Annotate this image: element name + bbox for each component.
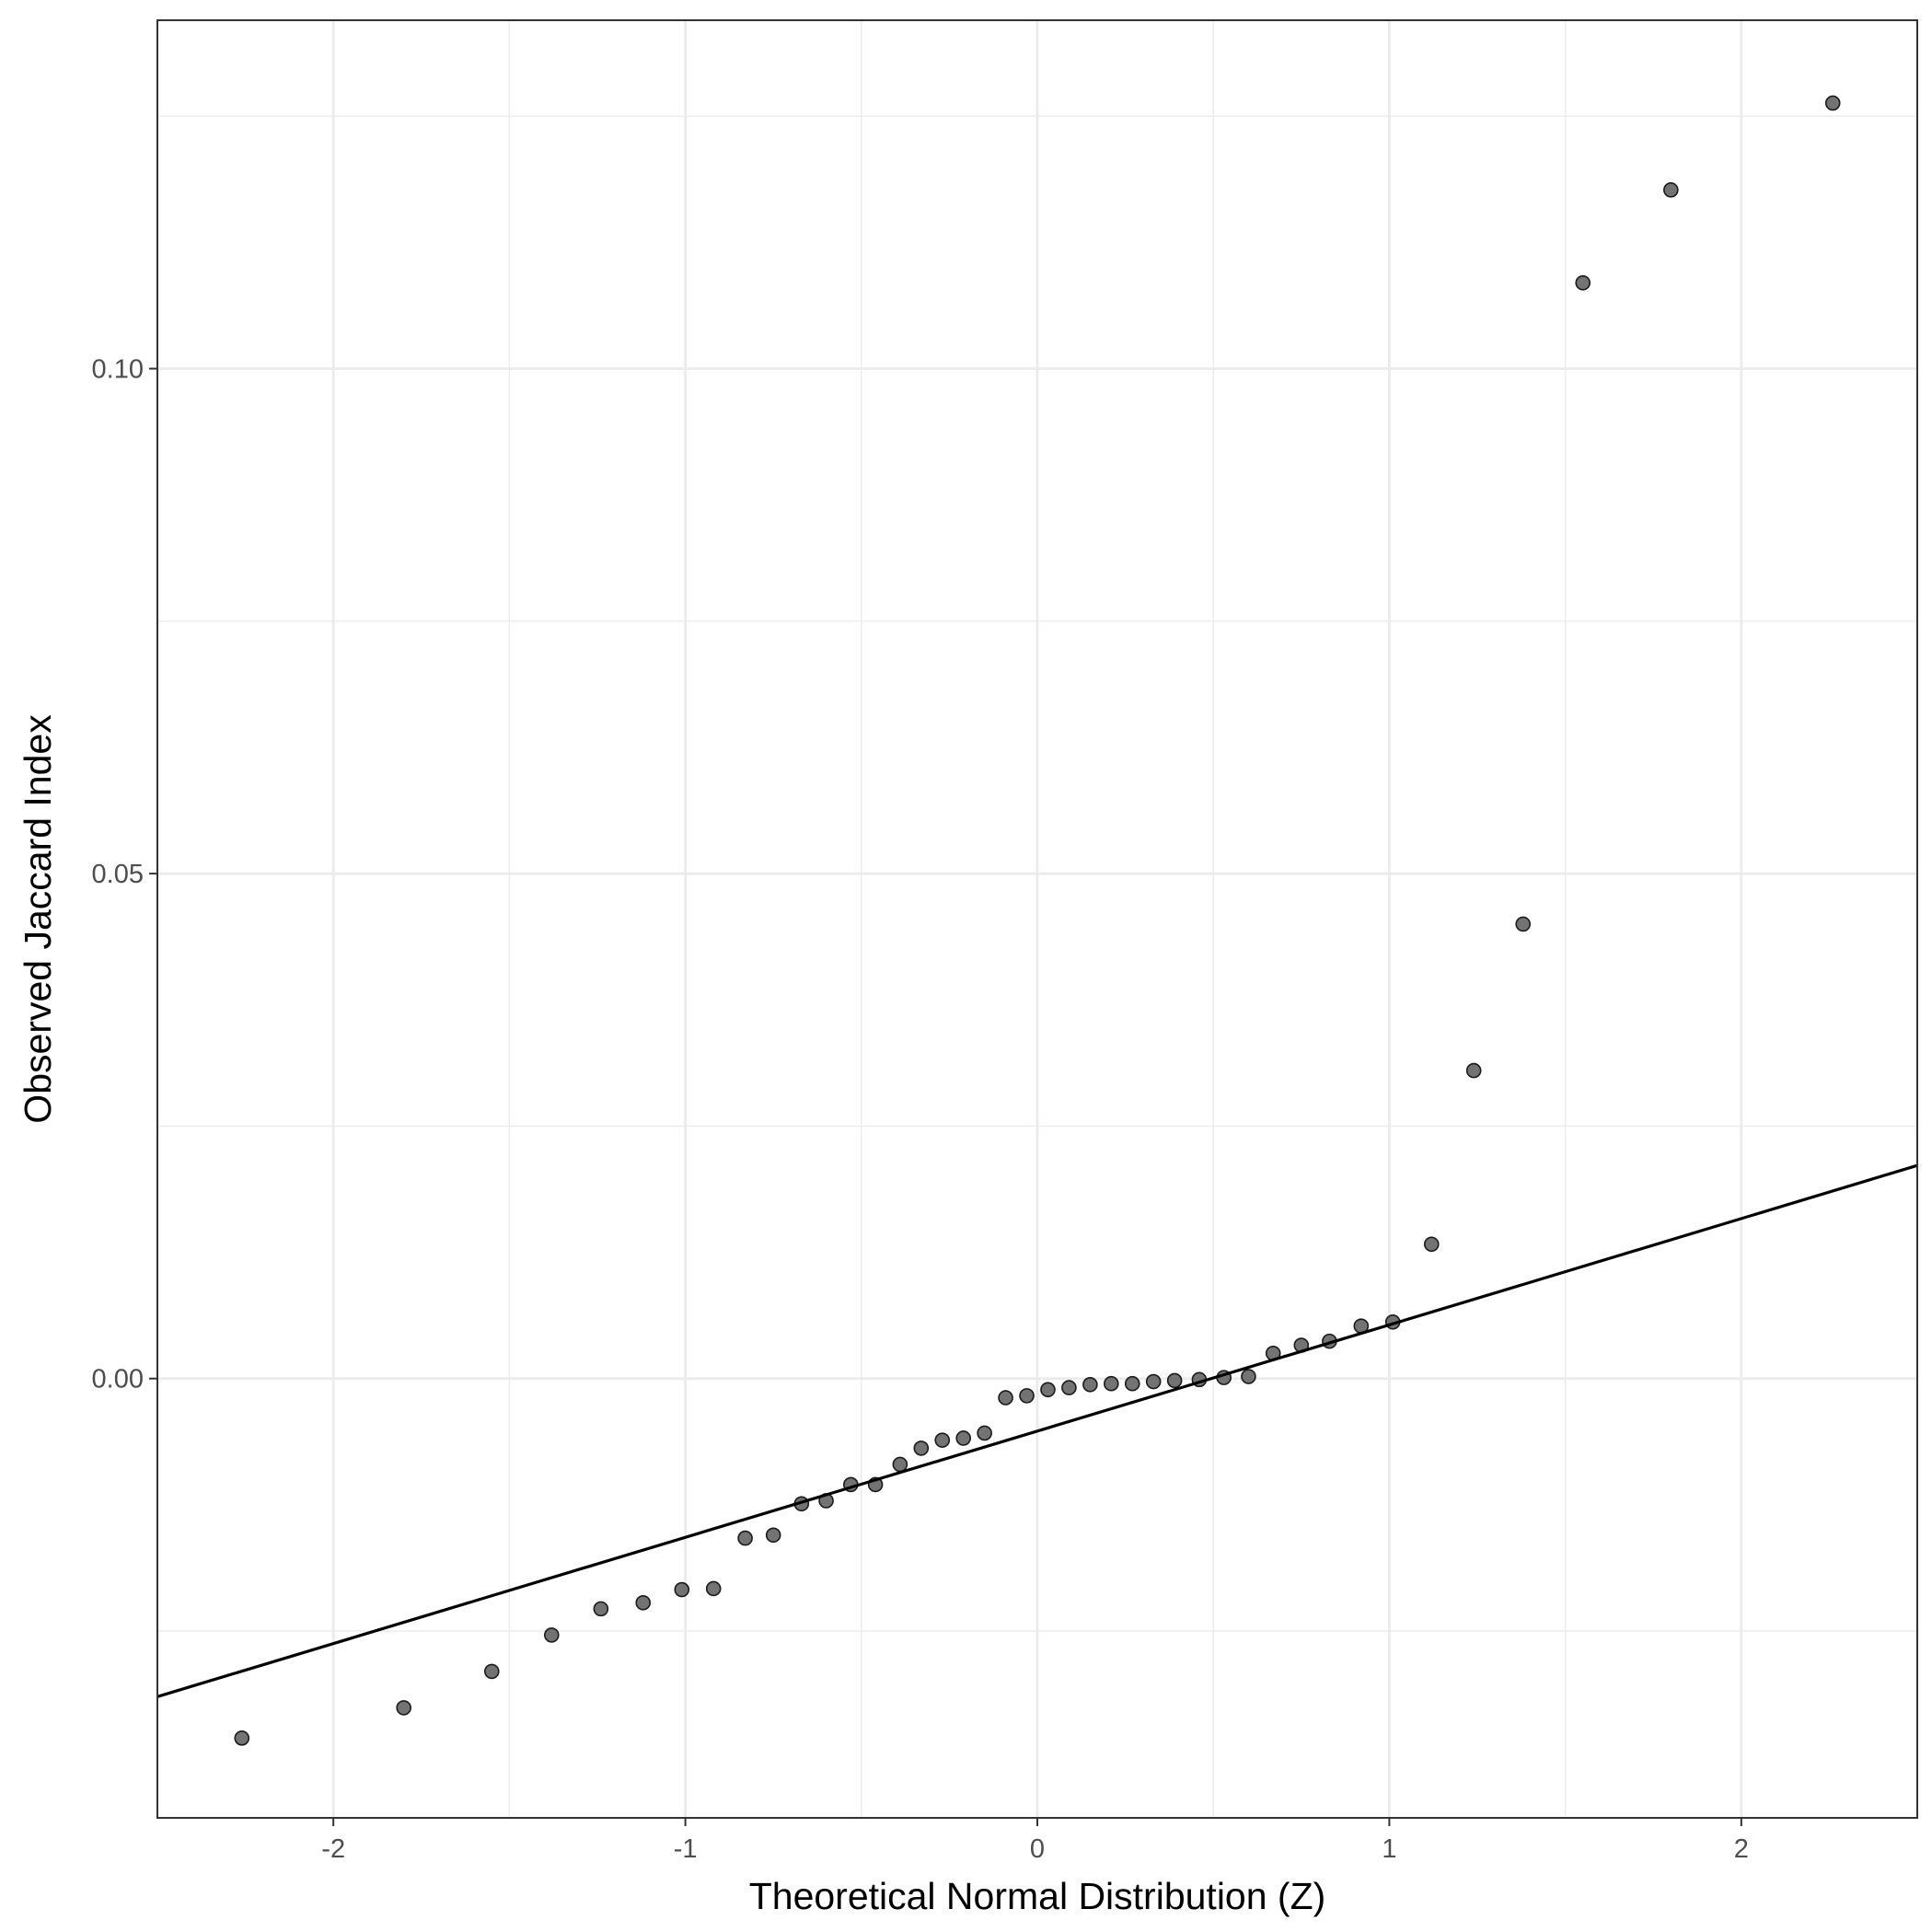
data-point [892,1456,908,1473]
reference-line [156,1163,1918,1698]
data-point [1166,1372,1183,1389]
x-tick-label: -1 [674,1834,698,1864]
data-point [1061,1380,1077,1395]
data-point [934,1432,951,1448]
data-point [955,1430,971,1446]
data-point [1575,274,1591,291]
data-point [1515,916,1532,932]
data-point [1663,182,1679,198]
data-point [1104,1375,1119,1392]
major-gridlines [157,20,1917,1818]
data-point [635,1594,652,1611]
x-tick-label: 2 [1734,1834,1749,1864]
data-point [593,1601,609,1617]
data-point [1019,1388,1035,1404]
data-point [483,1663,500,1680]
x-tick-label: -2 [321,1834,345,1864]
x-axis-title: Theoretical Normal Distribution (Z) [749,1875,1326,1917]
y-tick-label: 0.10 [92,355,144,385]
data-point [1465,1062,1482,1079]
y-tick-label: 0.05 [92,860,144,889]
data-point [998,1390,1013,1406]
y-axis-ticks: 0.00 0.05 0.10 [92,355,157,1394]
data-point [543,1627,560,1643]
data-point [737,1530,753,1546]
data-point [674,1581,690,1598]
data-point [1423,1236,1440,1253]
data-point [765,1527,781,1544]
data-point [234,1730,250,1746]
data-point [396,1700,411,1716]
data-point [913,1440,930,1456]
data-point [1824,95,1841,111]
data-point [705,1580,722,1597]
y-tick-label: 0.00 [92,1365,144,1394]
data-point [1145,1373,1162,1390]
x-axis-ticks: -2 -1 0 1 2 [321,1818,1749,1864]
data-point [1082,1377,1098,1393]
x-tick-label: 1 [1382,1834,1396,1864]
data-point [977,1425,992,1441]
data-point [1124,1375,1140,1392]
data-point [1241,1369,1256,1384]
y-axis-title: Observed Jaccard Index [17,714,59,1124]
x-tick-label: 0 [1030,1834,1045,1864]
data-point [1040,1382,1056,1398]
